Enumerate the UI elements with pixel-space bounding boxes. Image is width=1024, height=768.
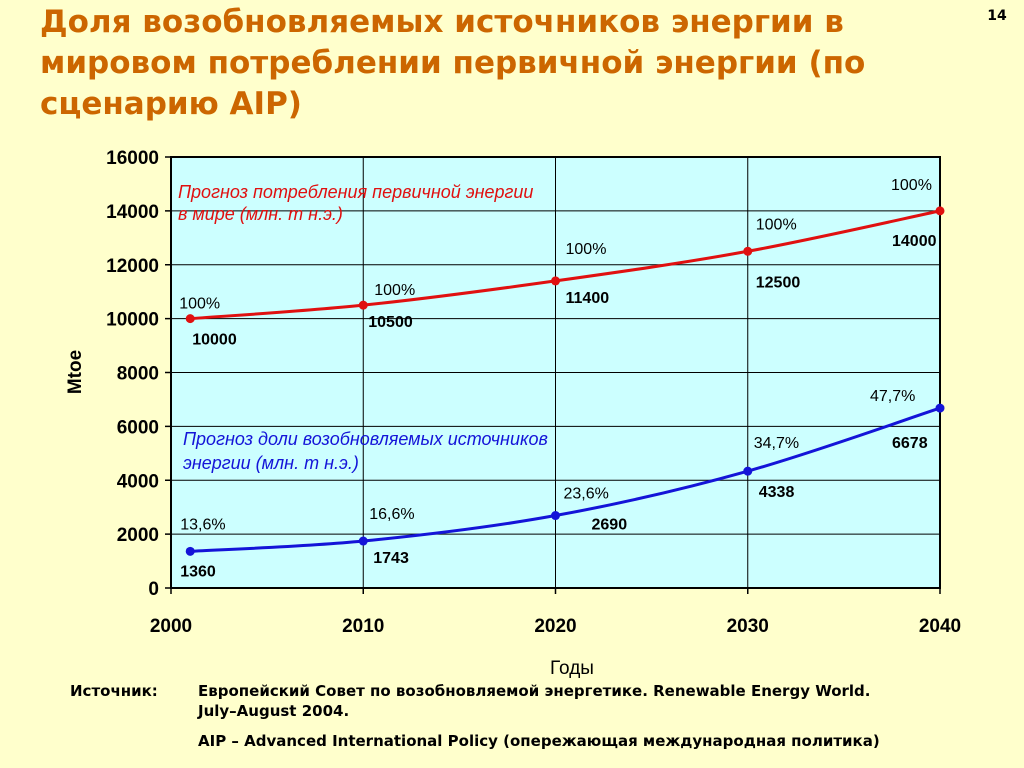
series-1-point [185,314,195,324]
series-1-value-label: 10500 [368,314,413,331]
series-2-legend-label: Прогноз доли возобновляемых источников [183,429,548,449]
series-2-value-label: 2690 [592,517,628,534]
series-2-share-label: 23,6% [564,486,609,503]
x-tick-label: 2000 [150,616,192,637]
y-tick-label: 14000 [106,202,159,223]
y-tick-label: 16000 [106,148,159,169]
series-1-share-label: 100% [374,282,415,299]
series-2-share-label: 13,6% [180,516,225,533]
series-1-legend-label: Прогноз потребления первичной энергии [178,182,533,202]
series-1-point [743,246,753,256]
source-line-2: July–August 2004. [198,702,350,720]
source-line-3: AIP – Advanced International Policy (опе… [198,732,880,750]
y-tick-label: 12000 [106,256,159,277]
series-1-share-label: 100% [566,241,607,258]
series-1-value-label: 11400 [566,290,610,307]
series-2-point [551,511,560,521]
series-1-share-label: 100% [179,296,220,313]
series-1-value-label: 12500 [756,274,801,291]
x-tick-label: 2020 [534,616,576,637]
slide-number: 14 [987,8,1007,24]
source-label: Источник: [70,682,158,700]
series-2-legend-label: энергии (млн. т н.э.) [183,453,359,473]
x-tick-label: 2010 [342,616,384,637]
series-2-point [935,403,945,413]
series-2-share-label: 47,7% [870,388,915,405]
x-tick-label: 2040 [919,616,961,637]
series-2-point [185,546,195,556]
y-tick-label: 0 [148,579,159,600]
y-tick-label: 2000 [117,525,159,546]
series-2-point [358,536,368,546]
series-2-point [743,466,753,476]
series-1-point [935,206,945,216]
series-1-share-label: 100% [756,216,797,233]
series-1-value-label: 14000 [892,233,937,250]
series-2-value-label: 6678 [892,435,928,452]
x-axis-title: Годы [550,658,594,679]
x-tick-label: 2030 [727,616,769,637]
series-2-value-label: 1360 [180,563,216,580]
y-tick-label: 8000 [117,364,159,385]
series-2-value-label: 1743 [373,550,409,567]
series-2-share-label: 16,6% [369,506,414,523]
y-tick-label: 4000 [117,471,159,492]
series-2-value-label: 4338 [759,484,795,501]
series-1-value-label: 10000 [192,332,237,349]
slide-title: Доля возобновляемых источников энергии в… [40,4,866,122]
series-1-point [551,276,560,286]
y-tick-label: 6000 [117,417,159,438]
source-line-1: Европейский Совет по возобновляемой энер… [198,682,871,700]
y-axis-title: Mtoe [65,350,86,394]
series-1-point [358,300,368,310]
series-1-share-label: 100% [891,177,932,194]
y-tick-label: 10000 [106,310,159,331]
series-1-legend-label: в мире (млн. т н.э.) [178,204,343,224]
plot-border [170,156,941,589]
series-2-share-label: 34,7% [754,435,799,452]
